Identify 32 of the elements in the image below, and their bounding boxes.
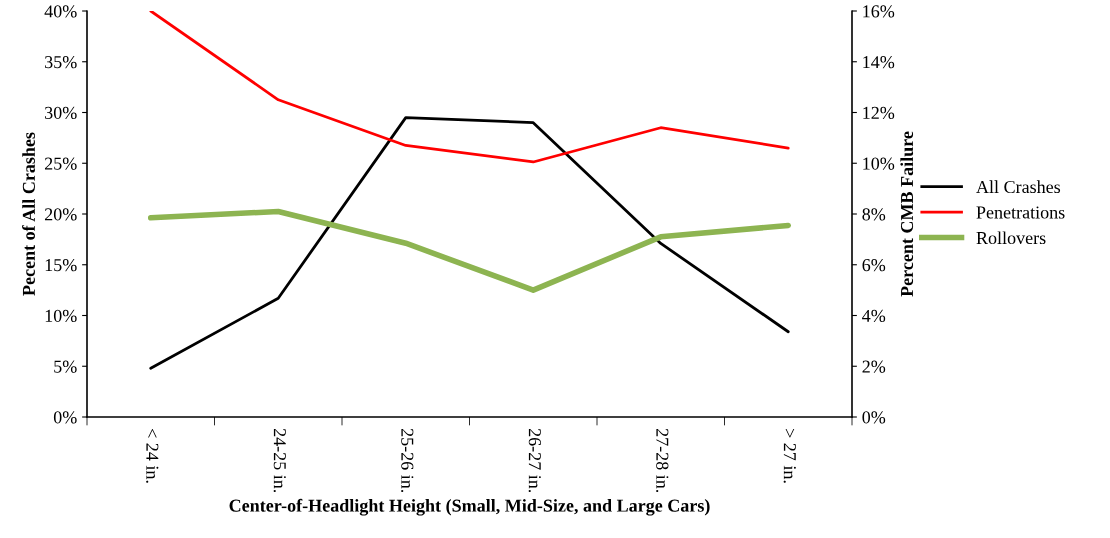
y2-tick-label: 14% xyxy=(863,56,895,69)
y2-tick-label: 10% xyxy=(863,157,895,170)
y2-tick-label: 8% xyxy=(862,208,886,221)
y-tick-label: 5% xyxy=(54,360,77,373)
y2-axis-title: Percent CMB Failure xyxy=(900,131,914,297)
y-tick-label: 20% xyxy=(44,208,77,221)
y2-tick-label: 12% xyxy=(863,106,895,119)
x-tick-label: 24-25 in. xyxy=(273,428,286,493)
y2-tick-label: 0% xyxy=(862,411,886,424)
x-tick-label: 27-28 in. xyxy=(656,428,669,493)
y-tick-label: 35% xyxy=(45,56,77,69)
x-tick-label: 26-27 in. xyxy=(528,428,541,493)
legend-label: All Crashes xyxy=(976,180,1061,194)
y2-tick-label: 6% xyxy=(862,259,886,272)
x-axis-title: Center-of-Headlight Height (Small, Mid-Size, and Large Cars) xyxy=(229,498,710,516)
y-tick-label: 30% xyxy=(45,106,77,119)
legend-label: Rollovers xyxy=(976,231,1046,245)
line-series xyxy=(149,116,790,370)
y-tick-label: 15% xyxy=(45,259,77,272)
line-series xyxy=(149,11,790,164)
y-tick-label: 25% xyxy=(44,157,77,170)
x-tick-label: 25-26 in. xyxy=(401,428,414,493)
x-tick-label: < 24 in. xyxy=(146,429,159,483)
y-axis-title: Pecent of All Crashes xyxy=(22,132,35,296)
y-tick-label: 40% xyxy=(44,5,77,18)
y2-tick-label: 4% xyxy=(862,309,886,322)
y2-tick-label: 16% xyxy=(863,5,895,18)
legend-label: Penetrations xyxy=(976,206,1065,219)
y-tick-label: 10% xyxy=(45,309,77,322)
y-tick-label: 0% xyxy=(53,411,77,424)
x-tick-label: > 27 in. xyxy=(783,429,796,483)
y2-tick-label: 2% xyxy=(862,360,886,373)
